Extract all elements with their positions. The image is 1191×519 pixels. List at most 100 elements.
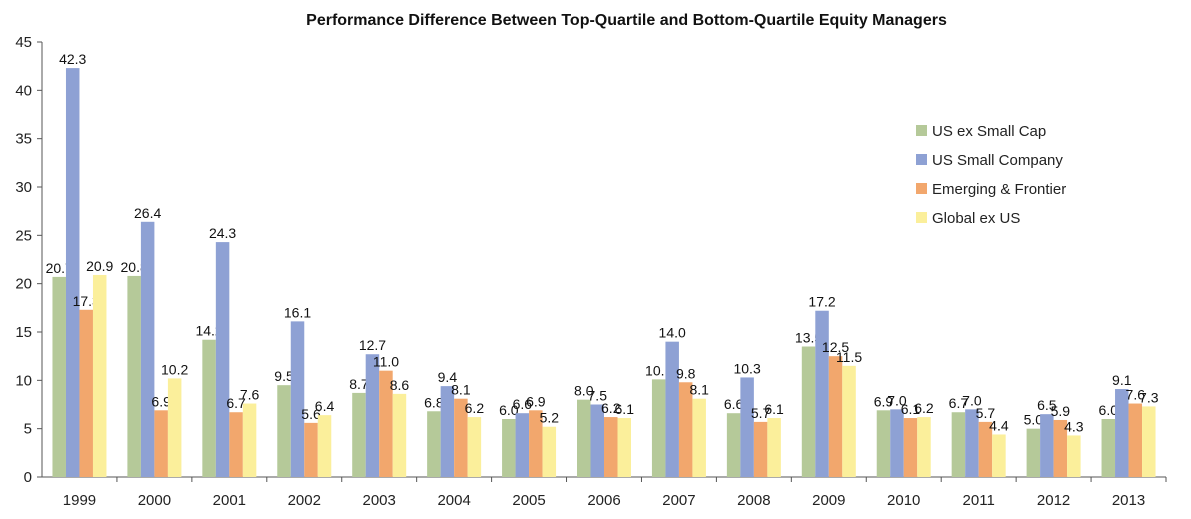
bar <box>440 386 455 477</box>
y-tick-label: 25 <box>15 227 32 244</box>
data-label: 8.6 <box>390 377 410 393</box>
bar <box>1128 403 1143 477</box>
bar <box>215 242 230 477</box>
y-tick-label: 30 <box>15 179 32 196</box>
x-tick-label: 1999 <box>63 492 96 509</box>
x-tick-label: 2006 <box>587 492 620 509</box>
data-label: 6.4 <box>315 398 335 414</box>
data-label: 6.2 <box>601 400 621 416</box>
data-label: 6.7 <box>226 395 246 411</box>
legend-label: US Small Company <box>932 152 1063 169</box>
bar <box>965 409 979 477</box>
data-label: 9.8 <box>676 365 696 381</box>
legend-swatch <box>916 125 927 136</box>
data-label: 12.5 <box>822 339 849 355</box>
bar <box>502 419 516 477</box>
data-label: 6.5 <box>1037 397 1057 413</box>
data-label: 6.9 <box>526 393 546 409</box>
legend-swatch <box>916 154 927 165</box>
bar <box>604 417 618 477</box>
bar <box>529 410 543 477</box>
x-tick-label: 2007 <box>662 492 695 509</box>
y-tick-label: 15 <box>15 324 32 341</box>
data-label: 7.6 <box>240 387 260 403</box>
x-tick-label: 2009 <box>812 492 845 509</box>
data-label: 4.3 <box>1064 418 1084 434</box>
bar <box>992 434 1006 477</box>
data-label: 6.6 <box>513 396 533 412</box>
bar <box>202 339 216 477</box>
y-tick-label: 20 <box>15 276 32 293</box>
data-label: 9.4 <box>438 369 458 385</box>
bar <box>903 418 918 477</box>
data-label: 8.1 <box>451 382 471 398</box>
bar <box>876 410 891 477</box>
data-label: 12.7 <box>359 337 386 353</box>
data-label: 11.5 <box>836 349 862 365</box>
bar <box>1142 406 1156 477</box>
bar <box>242 403 257 477</box>
bar <box>978 421 993 477</box>
bar <box>1067 435 1081 477</box>
bar <box>617 418 631 477</box>
data-label: 5.7 <box>751 405 771 421</box>
bar <box>753 421 768 477</box>
bar <box>740 377 754 477</box>
bar <box>229 412 243 477</box>
data-label: 6.1 <box>901 401 921 417</box>
bar <box>140 221 155 477</box>
data-label: 10.2 <box>161 361 188 377</box>
bar <box>828 356 843 477</box>
bar <box>392 393 407 477</box>
data-label: 7.5 <box>588 388 608 404</box>
bar <box>467 417 482 477</box>
data-label: 9.1 <box>1112 372 1132 388</box>
bar <box>127 275 141 477</box>
data-label: 6.2 <box>465 400 485 416</box>
bar <box>951 412 966 477</box>
y-tick-label: 0 <box>24 469 32 486</box>
bar <box>815 310 829 477</box>
bar <box>304 422 318 477</box>
legend-label: Emerging & Frontier <box>932 181 1066 198</box>
x-tick-label: 2008 <box>737 492 770 509</box>
bar <box>665 341 679 477</box>
data-label: 11.0 <box>373 354 399 370</box>
y-tick-label: 40 <box>15 82 32 99</box>
data-label: 7.6 <box>1126 387 1146 403</box>
bar <box>317 415 332 477</box>
data-label: 5.6 <box>301 406 321 422</box>
y-tick-label: 5 <box>24 421 32 438</box>
x-tick-label: 2001 <box>213 492 246 509</box>
data-label: 6.9 <box>874 393 894 409</box>
x-tick-label: 2003 <box>363 492 396 509</box>
data-label: 6.9 <box>151 393 171 409</box>
data-label: 6.1 <box>764 401 784 417</box>
bar <box>1053 419 1068 477</box>
x-tick-label: 2011 <box>963 492 995 509</box>
bar <box>651 379 666 477</box>
bar <box>352 392 366 477</box>
bar <box>92 274 107 477</box>
bar <box>842 365 856 477</box>
x-tick-label: 2013 <box>1112 492 1145 509</box>
data-label: 6.7 <box>949 395 969 411</box>
data-label: 8.1 <box>689 382 709 398</box>
y-tick-label: 10 <box>15 372 32 389</box>
bar <box>167 378 182 477</box>
bar <box>726 413 741 477</box>
bar <box>767 418 781 477</box>
x-tick-label: 2005 <box>512 492 545 509</box>
data-label: 10.3 <box>733 360 760 376</box>
bar <box>454 398 468 477</box>
data-label: 26.4 <box>134 205 161 221</box>
data-label: 5.2 <box>540 410 560 426</box>
data-label: 5.0 <box>1024 412 1044 428</box>
bar <box>692 398 706 477</box>
bar <box>917 417 931 477</box>
x-tick-label: 2012 <box>1037 492 1070 509</box>
bar <box>1040 414 1054 477</box>
data-label: 7.0 <box>962 392 982 408</box>
bar <box>515 413 530 477</box>
bar <box>1115 389 1129 477</box>
